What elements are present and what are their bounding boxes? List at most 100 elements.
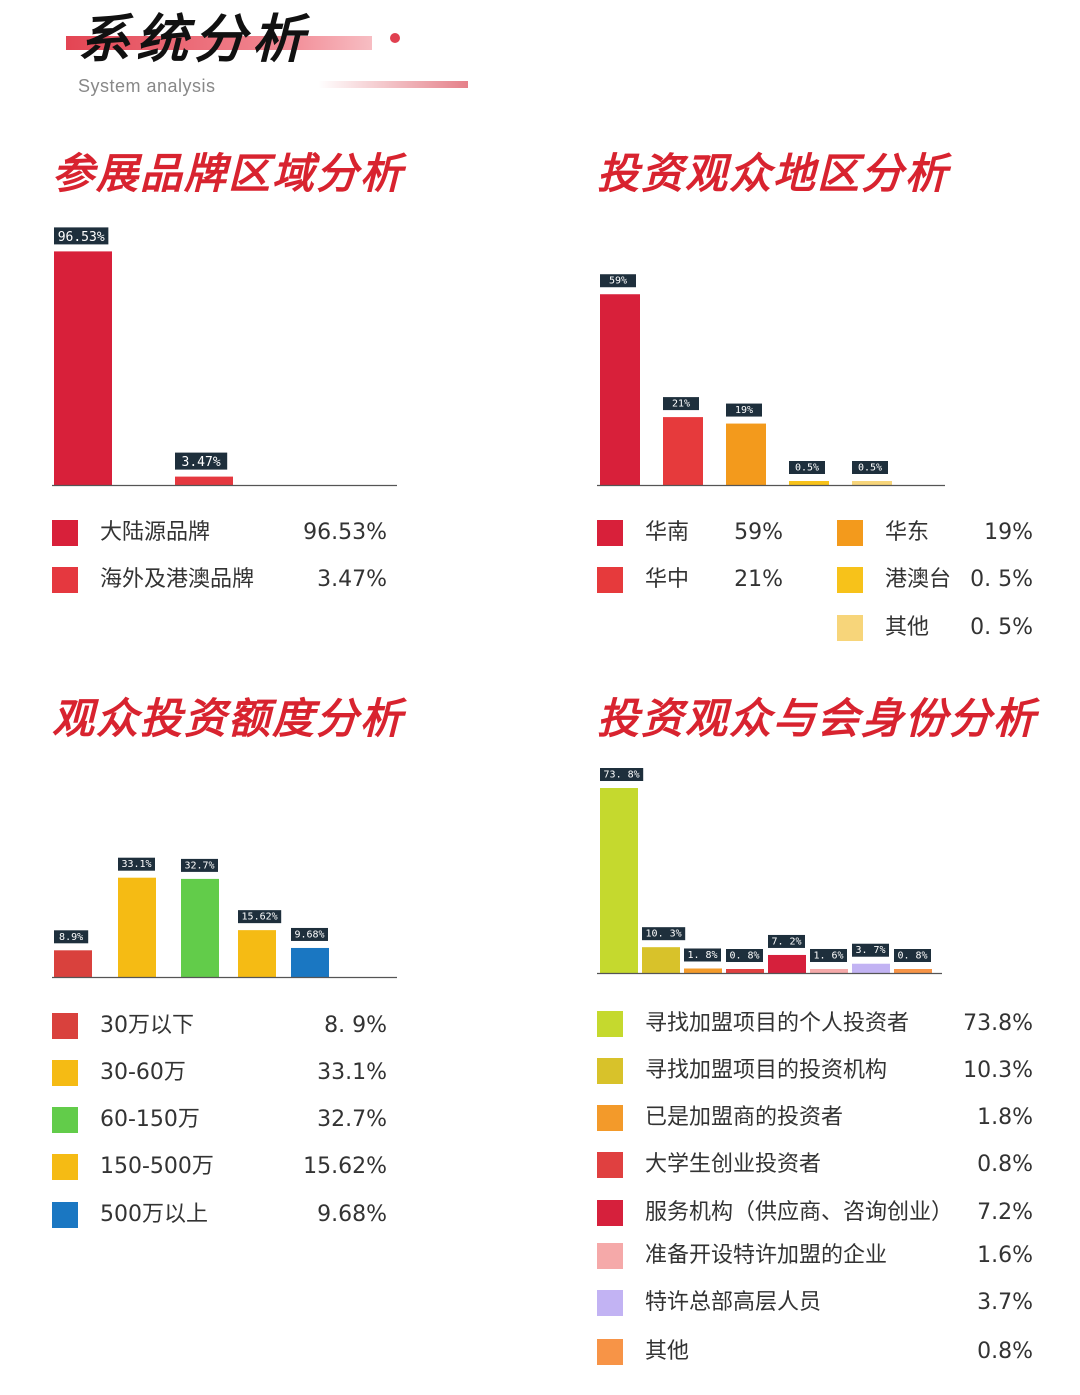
- legend-item: 寻找加盟项目的个人投资者: [597, 1011, 909, 1037]
- data-label: 15.62%: [242, 912, 278, 923]
- identity-chart: 73. 8% 10. 3% 1. 8% 0. 8% 7. 2% 1. 6% 3. 7% 0. …: [597, 768, 942, 975]
- bar-3: [684, 968, 722, 973]
- bar-1: [54, 950, 92, 977]
- legend-label: 华中: [645, 567, 690, 592]
- data-label-tag: 7. 2%: [768, 934, 805, 948]
- brand-region-legend: 大陆源品牌 96.53% 海外及港澳品牌 3.47%: [52, 520, 392, 630]
- legend-item: 大陆源品牌: [52, 520, 210, 546]
- data-label: 59%: [609, 276, 627, 287]
- data-label-tag: 73. 8%: [600, 768, 644, 782]
- legend-item: 30万以下: [52, 1013, 194, 1039]
- legend-label: 大陆源品牌: [100, 520, 211, 545]
- bar-2: [642, 947, 680, 973]
- legend-swatch: [597, 1152, 623, 1178]
- legend-item: 特许总部高层人员: [597, 1290, 821, 1316]
- data-label: 8.9%: [59, 932, 83, 943]
- legend-swatch: [597, 1200, 623, 1226]
- bar-3: [181, 878, 219, 977]
- legend-item: 海外及港澳品牌: [52, 567, 254, 593]
- legend-item: 150-500万: [52, 1154, 214, 1180]
- legend-value: 59%: [734, 520, 783, 545]
- data-label: 10. 3%: [646, 929, 682, 940]
- legend-item: 华中: [597, 567, 689, 593]
- data-label: 73. 8%: [604, 770, 640, 781]
- data-label: 33.1%: [121, 859, 151, 870]
- data-label-tag: 96.53%: [54, 227, 109, 245]
- legend-value: 9.68%: [317, 1202, 387, 1227]
- bar-1: [54, 251, 112, 485]
- legend-swatch: [52, 1013, 78, 1039]
- identity-panel: 投资观众与会身份分析 73. 8% 10. 3% 1. 8% 0. 8% 7. 2% 1.…: [597, 685, 1047, 1385]
- legend-label: 港澳台: [885, 567, 952, 592]
- bar-5: [852, 481, 892, 485]
- bar-5: [291, 947, 329, 977]
- legend-label: 150-500万: [100, 1154, 214, 1179]
- legend-label: 其他: [885, 615, 930, 640]
- legend-label: 30-60万: [100, 1060, 186, 1085]
- data-label-tag: 15.62%: [238, 910, 282, 924]
- legend-swatch: [837, 615, 863, 641]
- bar-4: [789, 481, 829, 485]
- legend-value: 0. 5%: [970, 615, 1033, 640]
- data-label: 0. 8%: [729, 951, 759, 962]
- data-label: 1. 6%: [813, 950, 843, 961]
- data-label-tag: 21%: [663, 397, 699, 411]
- legend-swatch: [52, 1060, 78, 1086]
- page-subtitle: System analysis: [78, 76, 216, 96]
- legend-value: 19%: [984, 520, 1033, 545]
- header-accent-dot: [390, 33, 400, 43]
- legend-value: 3.7%: [977, 1290, 1033, 1315]
- legend-label: 海外及港澳品牌: [100, 567, 255, 592]
- audience-region-title: 投资观众地区分析: [597, 149, 950, 198]
- legend-value: 3.47%: [317, 567, 387, 592]
- legend-swatch: [52, 567, 78, 593]
- legend-value: 1.6%: [977, 1243, 1033, 1268]
- legend-label: 30万以下: [100, 1013, 194, 1038]
- legend-value: 0.8%: [977, 1152, 1033, 1177]
- legend-label: 准备开设特许加盟的企业: [645, 1243, 888, 1268]
- legend-value: 73.8%: [963, 1011, 1033, 1036]
- legend-swatch: [837, 567, 863, 593]
- legend-swatch: [597, 1105, 623, 1131]
- data-label: 3. 7%: [855, 945, 885, 956]
- audience-region-chart: 59% 21% 19% 0.5% 0.5%: [597, 274, 945, 487]
- legend-value: 15.62%: [303, 1154, 387, 1179]
- data-label: 19%: [735, 405, 753, 416]
- legend-value: 0.8%: [977, 1339, 1033, 1364]
- legend-value: 8. 9%: [324, 1013, 387, 1038]
- header-accent-stripe: [66, 36, 372, 50]
- bar-2: [175, 476, 233, 485]
- legend-swatch: [597, 1290, 623, 1316]
- legend-item: 准备开设特许加盟的企业: [597, 1243, 887, 1269]
- legend-label: 寻找加盟项目的个人投资者: [645, 1011, 910, 1036]
- data-label-tag: 3. 7%: [852, 943, 889, 957]
- page-title: 系统分析: [78, 10, 311, 70]
- bar-4: [238, 930, 276, 977]
- legend-item: 60-150万: [52, 1107, 200, 1133]
- bar-6: [810, 968, 848, 973]
- header-underline-stripe: [318, 81, 468, 88]
- data-label: 1. 8%: [687, 950, 717, 961]
- legend-value: 33.1%: [317, 1060, 387, 1085]
- legend-swatch: [52, 520, 78, 546]
- data-label-tag: 0.5%: [789, 461, 825, 474]
- legend-item: 其他: [837, 615, 929, 641]
- audience-region-panel: 投资观众地区分析 59% 21% 19% 0.5% 0.5% 华南 59% 华中 21% 华东 1…: [597, 140, 1047, 660]
- legend-label: 大学生创业投资者: [645, 1152, 822, 1177]
- legend-item: 服务机构（供应商、咨询创业）: [597, 1200, 953, 1226]
- legend-label: 华南: [645, 520, 690, 545]
- data-label: 32.7%: [184, 860, 214, 871]
- bar-2: [663, 417, 703, 485]
- legend-item: 港澳台: [837, 567, 951, 593]
- legend-item: 大学生创业投资者: [597, 1152, 821, 1178]
- data-label: 9.68%: [294, 929, 324, 940]
- legend-item: 其他: [597, 1339, 689, 1365]
- data-label: 21%: [672, 399, 690, 410]
- legend-swatch: [597, 1011, 623, 1037]
- audience-region-legend: 华南 59% 华中 21% 华东 19% 港澳台 0. 5% 其他 0. 5%: [597, 520, 1037, 660]
- section-header: 系统分析 System analysis: [0, 0, 520, 110]
- legend-swatch: [597, 567, 623, 593]
- data-label: 96.53%: [58, 230, 105, 245]
- legend-swatch: [597, 1339, 623, 1365]
- bar-2: [118, 877, 156, 977]
